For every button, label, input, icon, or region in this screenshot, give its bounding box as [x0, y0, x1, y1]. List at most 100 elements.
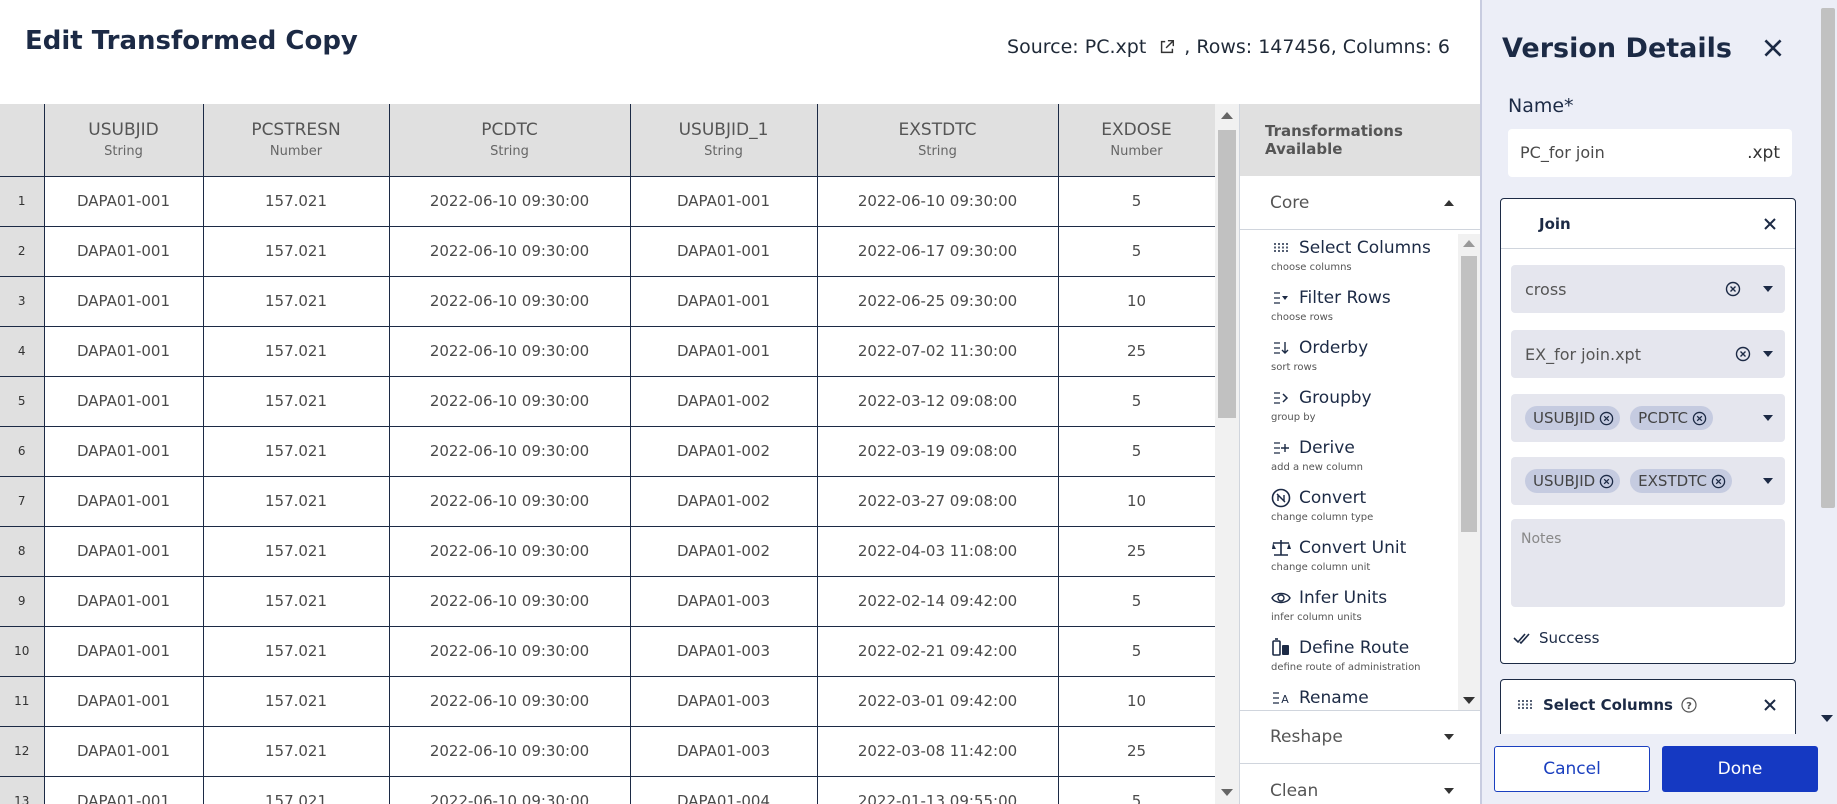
table-cell[interactable]: 157.021 — [203, 726, 390, 777]
table-cell[interactable]: 2022-03-27 09:08:00 — [817, 476, 1059, 527]
table-cell[interactable]: 2022-04-03 11:08:00 — [817, 526, 1059, 577]
key-chip[interactable]: USUBJID — [1525, 469, 1621, 493]
table-cell[interactable]: DAPA01-001 — [44, 376, 204, 427]
chevron-down-icon[interactable] — [1763, 286, 1773, 292]
table-cell[interactable]: 2022-02-21 09:42:00 — [817, 626, 1059, 677]
table-cell[interactable]: DAPA01-001 — [630, 226, 818, 277]
table-cell[interactable]: DAPA01-002 — [630, 526, 818, 577]
transform-item-convert[interactable]: Convert change column type — [1240, 480, 1480, 530]
table-cell[interactable]: 2022-06-10 09:30:00 — [817, 176, 1059, 227]
external-link-icon[interactable] — [1158, 38, 1176, 56]
chevron-down-icon[interactable] — [1763, 351, 1773, 357]
table-cell[interactable]: 157.021 — [203, 276, 390, 327]
table-cell[interactable]: 10 — [1058, 476, 1215, 527]
table-cell[interactable]: DAPA01-001 — [44, 726, 204, 777]
table-cell[interactable]: DAPA01-003 — [630, 676, 818, 727]
close-icon[interactable] — [1760, 35, 1786, 61]
section-clean[interactable]: Clean — [1240, 764, 1480, 804]
scroll-down-arrow-icon[interactable] — [1821, 715, 1833, 722]
table-cell[interactable]: DAPA01-003 — [630, 576, 818, 627]
table-cell[interactable]: 157.021 — [203, 626, 390, 677]
column-header[interactable]: PCSTRESN Number — [203, 104, 390, 177]
table-cell[interactable]: DAPA01-001 — [44, 426, 204, 477]
close-icon[interactable] — [1763, 698, 1777, 712]
table-cell[interactable]: DAPA01-001 — [44, 276, 204, 327]
table-cell[interactable]: DAPA01-001 — [44, 476, 204, 527]
column-header[interactable]: USUBJID String — [44, 104, 204, 177]
table-cell[interactable]: DAPA01-004 — [630, 776, 818, 804]
table-cell[interactable]: DAPA01-001 — [44, 326, 204, 377]
table-cell[interactable]: 2022-06-10 09:30:00 — [389, 476, 631, 527]
name-input[interactable]: PC_for join .xpt — [1508, 129, 1792, 177]
table-cell[interactable]: 2022-06-10 09:30:00 — [389, 276, 631, 327]
table-cell[interactable]: DAPA01-001 — [630, 326, 818, 377]
table-cell[interactable]: 25 — [1058, 326, 1215, 377]
table-cell[interactable]: 157.021 — [203, 526, 390, 577]
table-cell[interactable]: 5 — [1058, 776, 1215, 804]
transform-item-groupby[interactable]: Groupby group by — [1240, 380, 1480, 430]
table-cell[interactable]: 5 — [1058, 426, 1215, 477]
join-dataset-select[interactable]: EX_for join.xpt — [1511, 330, 1785, 378]
table-cell[interactable]: 2022-06-10 09:30:00 — [389, 226, 631, 277]
transform-item-select-columns[interactable]: Select Columns choose columns — [1240, 230, 1480, 280]
table-cell[interactable]: 2022-03-08 11:42:00 — [817, 726, 1059, 777]
table-cell[interactable]: 157.021 — [203, 776, 390, 804]
remove-chip-icon[interactable] — [1711, 474, 1726, 489]
table-cell[interactable]: DAPA01-001 — [44, 676, 204, 727]
scroll-up-arrow-icon[interactable] — [1221, 112, 1233, 119]
table-cell[interactable]: DAPA01-001 — [44, 226, 204, 277]
table-cell[interactable]: 157.021 — [203, 576, 390, 627]
table-cell[interactable]: 25 — [1058, 526, 1215, 577]
section-core[interactable]: Core — [1240, 176, 1480, 230]
chevron-down-icon[interactable] — [1763, 478, 1773, 484]
scroll-up-arrow-icon[interactable] — [1463, 240, 1475, 247]
table-cell[interactable]: 5 — [1058, 576, 1215, 627]
table-cell[interactable]: 2022-06-10 09:30:00 — [389, 726, 631, 777]
transform-item-rename[interactable]: A Rename — [1240, 680, 1480, 710]
table-cell[interactable]: 25 — [1058, 726, 1215, 777]
transform-item-infer-units[interactable]: Infer Units infer column units — [1240, 580, 1480, 630]
scroll-thumb[interactable] — [1821, 8, 1835, 508]
remove-chip-icon[interactable] — [1599, 411, 1614, 426]
clear-icon[interactable] — [1725, 281, 1741, 297]
transform-item-orderby[interactable]: Orderby sort rows — [1240, 330, 1480, 380]
column-header[interactable]: EXSTDTC String — [817, 104, 1059, 177]
table-cell[interactable]: 2022-06-10 09:30:00 — [389, 176, 631, 227]
chevron-down-icon[interactable] — [1763, 415, 1773, 421]
table-cell[interactable]: 2022-06-17 09:30:00 — [817, 226, 1059, 277]
table-cell[interactable]: 2022-06-10 09:30:00 — [389, 626, 631, 677]
join-type-select[interactable]: cross — [1511, 265, 1785, 313]
column-header[interactable]: EXDOSE Number — [1058, 104, 1215, 177]
transform-item-define-route[interactable]: Define Route define route of administrati… — [1240, 630, 1480, 680]
remove-chip-icon[interactable] — [1599, 474, 1614, 489]
remove-chip-icon[interactable] — [1692, 411, 1707, 426]
left-keys-select[interactable]: USUBJID PCDTC — [1511, 394, 1785, 442]
table-cell[interactable]: 10 — [1058, 676, 1215, 727]
table-cell[interactable]: DAPA01-001 — [44, 776, 204, 804]
table-cell[interactable]: DAPA01-001 — [630, 176, 818, 227]
scroll-down-arrow-icon[interactable] — [1463, 697, 1475, 704]
table-cell[interactable]: 2022-06-10 09:30:00 — [389, 576, 631, 627]
section-reshape[interactable]: Reshape — [1240, 710, 1480, 764]
done-button[interactable]: Done — [1662, 746, 1818, 792]
column-header[interactable]: USUBJID_1 String — [630, 104, 818, 177]
table-cell[interactable]: 157.021 — [203, 676, 390, 727]
table-cell[interactable]: 157.021 — [203, 476, 390, 527]
table-cell[interactable]: 5 — [1058, 176, 1215, 227]
scroll-thumb[interactable] — [1218, 130, 1236, 418]
table-scrollbar[interactable] — [1215, 104, 1239, 804]
table-cell[interactable]: 2022-03-12 09:08:00 — [817, 376, 1059, 427]
key-chip[interactable]: EXSTDTC — [1630, 469, 1732, 493]
table-cell[interactable]: 2022-06-10 09:30:00 — [389, 776, 631, 804]
table-cell[interactable]: DAPA01-002 — [630, 376, 818, 427]
table-cell[interactable]: 157.021 — [203, 326, 390, 377]
cancel-button[interactable]: Cancel — [1494, 746, 1650, 792]
help-icon[interactable]: ? — [1681, 697, 1697, 713]
transform-item-convert-unit[interactable]: Convert Unit change column unit — [1240, 530, 1480, 580]
table-cell[interactable]: 5 — [1058, 226, 1215, 277]
table-cell[interactable]: 2022-02-14 09:42:00 — [817, 576, 1059, 627]
table-cell[interactable]: 157.021 — [203, 426, 390, 477]
table-cell[interactable]: 2022-06-10 09:30:00 — [389, 376, 631, 427]
table-cell[interactable]: 157.021 — [203, 176, 390, 227]
close-icon[interactable] — [1763, 217, 1777, 231]
